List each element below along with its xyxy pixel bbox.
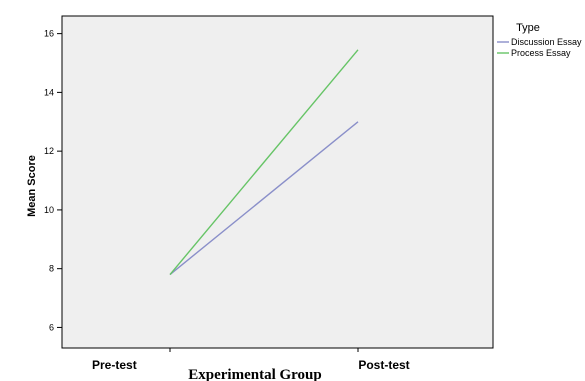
x-tick-label: Pre-test: [92, 358, 137, 372]
x-tick-label: Post-test: [358, 358, 409, 372]
series-line: [169, 121, 359, 276]
legend-entry: Process Essay: [511, 48, 571, 58]
x-axis-label: Experimental Group: [188, 367, 321, 381]
y-tick-label: 8: [49, 264, 54, 274]
y-tick-label: 6: [49, 322, 54, 332]
series-lines: [169, 49, 359, 276]
y-tick-label: 16: [44, 29, 54, 39]
y-tick-label: 12: [44, 146, 54, 156]
series-line: [169, 49, 359, 275]
y-axis-label: Mean Score: [26, 155, 38, 217]
plot-area: [61, 15, 494, 349]
y-tick-label: 14: [44, 87, 54, 97]
x-axis: Pre-test Post-test: [92, 348, 410, 372]
legend-entry: Discussion Essay: [511, 37, 582, 47]
legend-title: Type: [516, 22, 540, 34]
y-axis: 6 8 10 12 14 16: [44, 29, 62, 332]
y-tick-label: 10: [44, 205, 54, 215]
